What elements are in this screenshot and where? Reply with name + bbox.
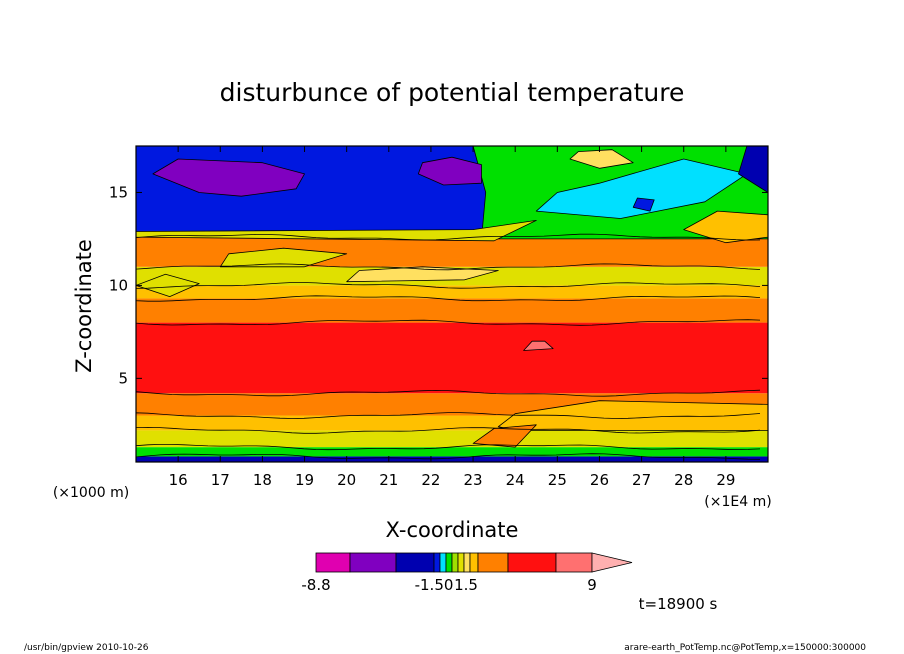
region-11 <box>136 273 200 298</box>
x-tick-label-18: 18 <box>253 471 272 489</box>
colorbar-arrow <box>591 552 633 573</box>
x-unit-left: (×1000 m) <box>53 485 129 501</box>
x-tick-label-17: 17 <box>211 471 230 489</box>
colorbar-swatch-2 <box>395 552 435 573</box>
contour-2 <box>136 444 761 451</box>
colorbar-swatch-0 <box>315 552 351 573</box>
region-9 <box>523 340 554 351</box>
colorbar: -8.8 -1.50 1.5 9 <box>301 552 633 594</box>
region-3 <box>417 156 482 186</box>
y-axis-ticks: 5 10 15 <box>109 183 768 387</box>
field-layer <box>136 146 768 462</box>
colorbar-swatch-6 <box>451 552 459 573</box>
time-label: t=18900 s <box>639 595 718 613</box>
x-tick-label-19: 19 <box>295 471 314 489</box>
region-10 <box>219 247 348 268</box>
contour-1 <box>136 453 761 460</box>
x-axis-ticks: 16 17 18 19 20 21 22 23 24 25 26 27 28 29 <box>169 146 735 489</box>
y-tick-label-10: 10 <box>109 276 128 294</box>
colorbar-label-2: 1.5 <box>454 576 478 594</box>
colorbar-label-1: -1.50 <box>415 576 454 594</box>
band-2 <box>136 430 768 448</box>
colorbar-label-0: -8.8 <box>301 576 330 594</box>
y-tick-label-15: 15 <box>109 183 128 201</box>
x-unit-right: (×1E4 m) <box>704 494 771 510</box>
contour-4 <box>136 412 761 419</box>
footer-left: /usr/bin/gpview 2010-10-26 <box>24 643 149 653</box>
contour-7 <box>136 295 761 302</box>
x-axis-label: X-coordinate <box>386 518 519 542</box>
colorbar-swatch-1 <box>349 552 397 573</box>
colorbar-swatch-4 <box>439 552 447 573</box>
contour-3 <box>136 426 761 434</box>
plot-area <box>135 145 769 463</box>
colorbar-swatch-8 <box>463 552 471 573</box>
colorbar-swatch-9 <box>469 552 479 573</box>
region-14 <box>472 424 537 448</box>
x-tick-label-16: 16 <box>169 471 188 489</box>
x-tick-label-20: 20 <box>337 471 356 489</box>
contour-5 <box>136 389 761 397</box>
x-tick-label-21: 21 <box>379 471 398 489</box>
region-13 <box>497 400 768 431</box>
x-tick-label-29: 29 <box>716 471 735 489</box>
x-tick-label-24: 24 <box>506 471 525 489</box>
colorbar-label-3: 9 <box>587 576 597 594</box>
band-1 <box>136 447 768 457</box>
x-tick-label-25: 25 <box>548 471 567 489</box>
region-2 <box>152 158 305 197</box>
x-tick-label-28: 28 <box>674 471 693 489</box>
band-0 <box>136 456 768 462</box>
contour-6 <box>136 319 761 326</box>
band-6 <box>136 298 768 323</box>
region-4 <box>632 197 655 212</box>
region-8 <box>569 149 634 169</box>
contour-8 <box>136 282 761 289</box>
region-5 <box>738 146 768 193</box>
plot-frame <box>135 145 769 463</box>
colorbar-swatch-11 <box>507 552 557 573</box>
band-5 <box>136 322 768 394</box>
colorbar-swatch-7 <box>457 552 465 573</box>
x-tick-label-23: 23 <box>464 471 483 489</box>
band-7 <box>136 285 768 299</box>
x-tick-label-27: 27 <box>632 471 651 489</box>
x-tick-label-22: 22 <box>421 471 440 489</box>
region-1 <box>535 158 748 219</box>
colorbar-swatch-12 <box>555 552 593 573</box>
region-12 <box>346 266 499 283</box>
chart-title: disturbunce of potential temperature <box>220 78 685 107</box>
contour-9 <box>136 263 761 271</box>
contour-10 <box>136 233 761 241</box>
x-tick-label-26: 26 <box>590 471 609 489</box>
colorbar-swatch-5 <box>445 552 453 573</box>
y-tick-label-5: 5 <box>118 369 128 387</box>
footer-right: arare-earth_PotTemp.nc@PotTemp,x=150000:… <box>624 643 866 653</box>
colorbar-swatch-3 <box>433 552 441 573</box>
region-7 <box>683 210 768 244</box>
y-axis-label: Z-coordinate <box>72 239 96 373</box>
colorbar-swatch-10 <box>477 552 509 573</box>
